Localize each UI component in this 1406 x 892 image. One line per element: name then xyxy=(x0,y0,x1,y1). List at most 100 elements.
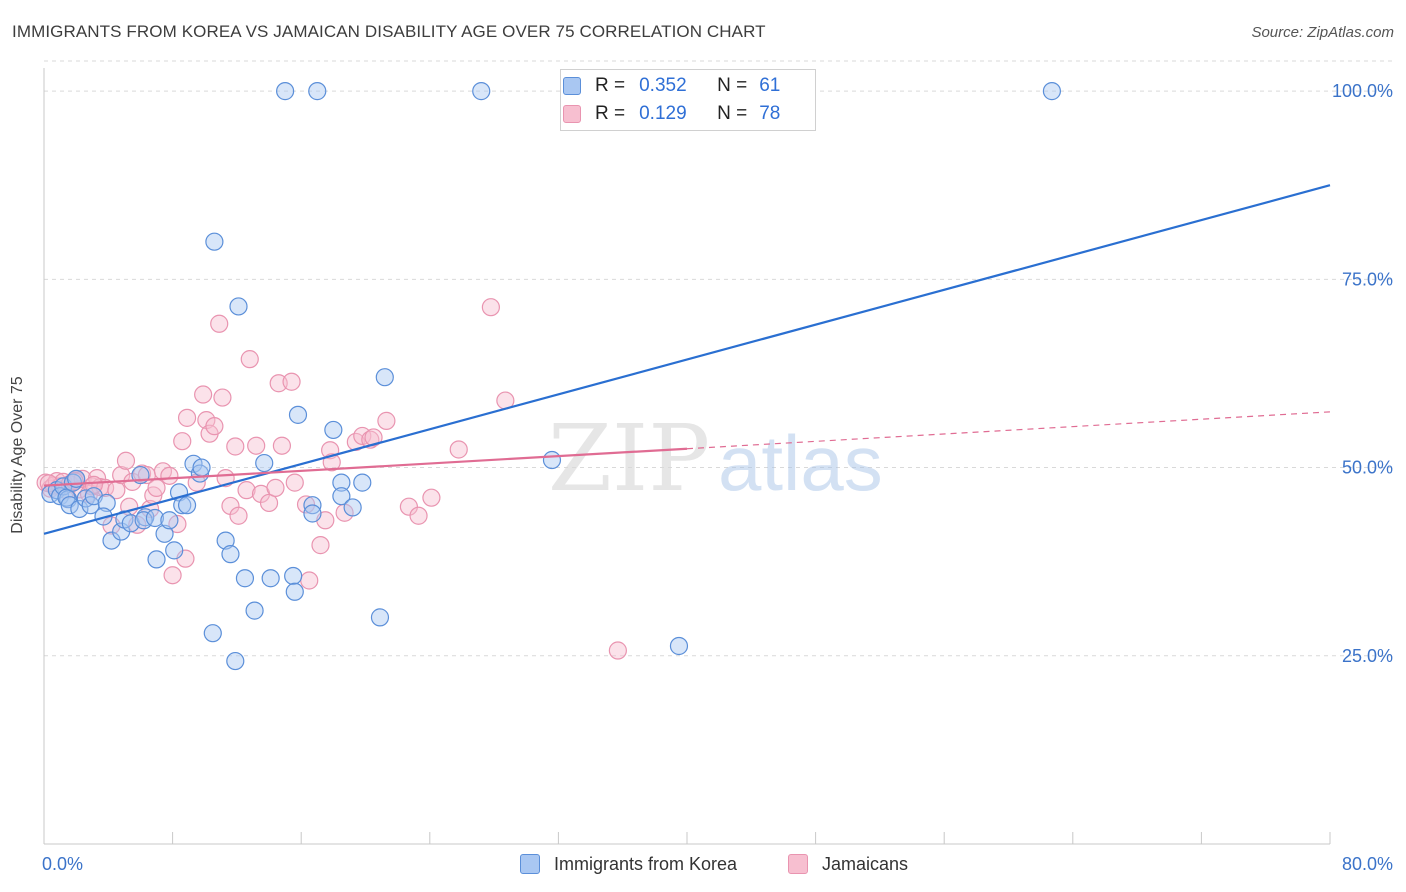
data-point xyxy=(266,478,285,497)
data-point xyxy=(608,641,627,660)
x-tick-label: 0.0% xyxy=(42,854,83,874)
data-point xyxy=(70,499,89,519)
legend-r-label: R = xyxy=(595,75,626,96)
data-point xyxy=(409,506,428,525)
data-point xyxy=(324,420,343,440)
chart-title: IMMIGRANTS FROM KOREA VS JAMAICAN DISABI… xyxy=(12,22,766,41)
legend-row-korea: R = 0.352 N = 61 xyxy=(563,74,780,98)
data-point xyxy=(364,428,383,447)
gridlines xyxy=(44,60,1392,657)
data-point xyxy=(259,493,279,513)
data-point xyxy=(177,496,197,515)
data-point xyxy=(311,536,330,555)
data-point xyxy=(255,453,274,473)
data-point xyxy=(192,458,211,477)
data-point xyxy=(276,82,295,101)
data-point xyxy=(472,82,491,101)
legend-r-value: 0.352 xyxy=(639,75,687,96)
trendlines xyxy=(43,184,1331,535)
data-point xyxy=(60,496,79,515)
data-point xyxy=(235,569,255,588)
legend-box: R = 0.352 N = 61 R = 0.129 N = 78 xyxy=(560,69,816,131)
data-point xyxy=(147,478,166,497)
data-point xyxy=(288,405,308,424)
data-point xyxy=(261,569,280,588)
data-point xyxy=(226,651,245,671)
data-point xyxy=(282,372,301,391)
bottom-legend-korea: Immigrants from Korea xyxy=(520,852,737,876)
data-point xyxy=(669,636,689,656)
data-point xyxy=(296,495,316,514)
data-point xyxy=(245,601,264,620)
jamaica-trendline-extension xyxy=(686,411,1331,450)
data-point xyxy=(353,473,372,492)
data-point xyxy=(102,531,121,550)
data-point xyxy=(203,624,222,643)
y-tick-label: 50.0% xyxy=(1342,458,1393,478)
bottom-legend-jamaica: Jamaicans xyxy=(788,852,908,876)
data-point xyxy=(163,566,182,585)
data-point xyxy=(285,473,304,492)
legend-row-jamaica: R = 0.129 N = 78 xyxy=(563,102,781,126)
data-point xyxy=(213,388,232,407)
data-point xyxy=(210,314,229,333)
legend-swatch-korea xyxy=(563,77,581,95)
data-point xyxy=(173,432,192,451)
data-point xyxy=(221,545,240,564)
watermark-zip: ZIP xyxy=(548,405,710,512)
data-point xyxy=(237,481,256,500)
data-point xyxy=(155,524,174,543)
data-point xyxy=(205,417,224,436)
data-point xyxy=(272,436,292,455)
data-point xyxy=(542,450,562,470)
data-point xyxy=(332,487,351,506)
legend-n-value: 78 xyxy=(759,103,781,124)
data-point xyxy=(300,571,319,590)
bottom-legend-korea-label: Immigrants from Korea xyxy=(554,853,738,874)
data-point xyxy=(97,493,116,513)
data-point xyxy=(240,350,259,369)
data-point xyxy=(165,541,184,560)
axes xyxy=(43,68,1331,845)
korea-trendline xyxy=(43,184,1331,535)
data-point xyxy=(377,411,396,430)
data-point xyxy=(229,297,248,316)
data-point xyxy=(116,451,136,470)
data-point xyxy=(375,368,394,387)
data-point xyxy=(449,440,468,459)
data-point xyxy=(145,508,165,528)
x-tick-label: 80.0% xyxy=(1342,854,1393,874)
data-point xyxy=(343,498,362,517)
data-point xyxy=(303,504,322,523)
data-point xyxy=(247,436,266,455)
legend-r-label: R = xyxy=(595,103,626,124)
data-point xyxy=(160,511,179,530)
y-tick-label: 25.0% xyxy=(1342,646,1393,666)
data-point xyxy=(1042,82,1062,101)
data-point xyxy=(399,497,419,516)
data-point xyxy=(177,408,197,427)
data-point xyxy=(226,437,245,456)
watermark: ZIP atlas xyxy=(548,405,883,512)
data-point xyxy=(308,82,327,101)
tick-labels: 25.0% 50.0% 75.0% 100.0% 0.0% 80.0% xyxy=(42,81,1393,874)
data-point xyxy=(147,550,166,569)
legend-r-value: 0.129 xyxy=(639,103,687,124)
data-point xyxy=(229,506,248,525)
bottom-legend-jamaica-label: Jamaicans xyxy=(822,853,909,874)
legend-swatch-jamaica xyxy=(563,105,581,123)
data-point xyxy=(332,473,351,492)
korea-points xyxy=(41,82,1062,671)
data-point xyxy=(194,385,213,404)
data-point xyxy=(160,466,179,485)
watermark-atlas: atlas xyxy=(718,419,883,507)
data-point xyxy=(136,508,155,527)
y-tick-label: 75.0% xyxy=(1342,269,1393,289)
data-point xyxy=(422,488,441,507)
legend-n-label: N = xyxy=(717,75,748,96)
data-point xyxy=(481,298,500,317)
bottom-swatch-jamaica xyxy=(788,854,808,874)
bottom-swatch-korea xyxy=(520,854,540,874)
data-point xyxy=(284,566,303,586)
